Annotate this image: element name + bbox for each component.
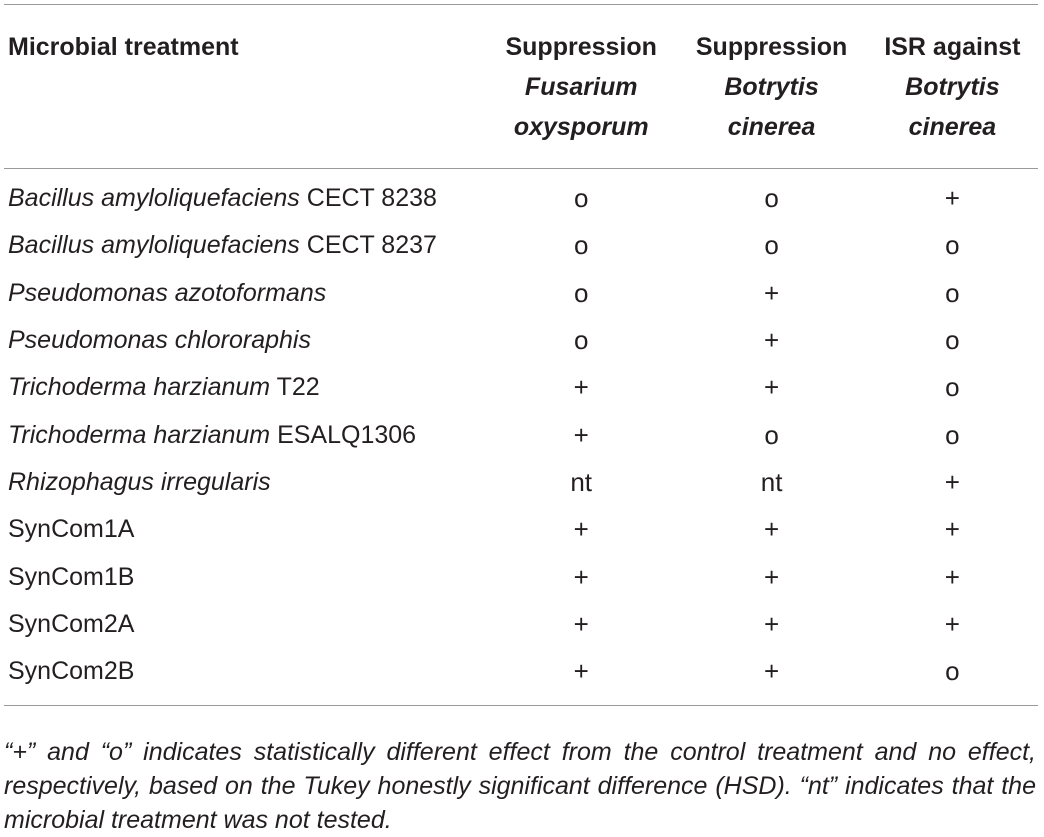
treatment-species: Trichoderma harzianum [8,373,271,402]
isr-botrytis-value: o [945,325,960,356]
fusarium-suppression-value: nt [570,466,593,497]
table-row: Bacillus amyloliquefaciens CECT 8238 o o… [4,169,1038,223]
header-suppression-fusarium-line2: Fusarium [524,73,638,101]
treatment-strain: SynCom1A [8,515,135,544]
treatment-strain: SynCom1B [8,562,135,591]
isr-botrytis-value: + [944,466,960,497]
botrytis-suppression-value: + [763,277,780,308]
header-suppression-fusarium: Suppression Fusarium oxysporum [486,5,676,169]
header-isr-botrytis: ISR against Botrytis cinerea [867,5,1038,169]
treatment-cell: Trichoderma harzianum ESALQ1306 [4,411,486,458]
isr-botrytis-value: o [945,230,960,261]
header-suppression-botrytis-line3: cinerea [727,113,816,141]
header-suppression-fusarium-line1: Suppression [505,33,657,61]
table-row: SynCom2A + + + [4,601,1038,648]
table-row: SynCom2B + + o [4,647,1038,707]
header-microbial-treatment: Microbial treatment [8,33,239,61]
isr-botrytis-value: + [944,183,960,214]
treatment-strain: SynCom2A [8,609,135,638]
treatment-species: Trichoderma harzianum [8,420,271,449]
treatment-cell: SynCom2B [4,647,486,707]
fusarium-suppression-value: + [573,561,589,592]
table-row: Pseudomonas azotoformans o + o [4,270,1038,317]
isr-botrytis-value: o [866,647,1038,707]
fusarium-suppression-value: o [573,183,589,214]
isr-botrytis-value: + [944,514,960,545]
treatment-species: Pseudomonas chlororaphis [8,326,311,355]
microbial-treatment-table: Microbial treatment Suppression Fusarium… [4,4,1038,707]
table-header: Microbial treatment Suppression Fusarium… [4,4,1038,169]
treatment-cell: SynCom1B [4,553,486,600]
botrytis-suppression-value: o [764,183,779,214]
table-body: Bacillus amyloliquefaciens CECT 8238 o o… [4,169,1038,707]
header-isr-botrytis-line2: Botrytis [905,73,1000,101]
table-row: SynCom1B + + + [4,553,1038,600]
treatment-cell: Rhizophagus irregularis [4,459,486,506]
header-suppression-botrytis: Suppression Botrytis cinerea [676,5,866,169]
table-footnote: “+” and “o” indicates statistically diff… [4,738,1036,834]
botrytis-suppression-value: + [763,608,780,639]
fusarium-suppression-value: + [486,647,677,707]
botrytis-suppression-value: + [763,514,780,545]
treatment-strain: CECT 8238 [299,184,437,213]
botrytis-suppression-value: o [764,419,779,450]
treatment-species: Bacillus amyloliquefaciens [8,231,300,260]
fusarium-suppression-value: + [573,608,589,639]
isr-botrytis-value: + [944,608,960,639]
treatment-cell: SynCom1A [4,506,486,553]
treatment-cell: Bacillus amyloliquefaciens CECT 8238 [4,169,486,223]
header-isr-botrytis-line1: ISR against [884,33,1021,61]
treatment-cell: Bacillus amyloliquefaciens CECT 8237 [4,222,486,269]
header-suppression-botrytis-line2: Botrytis [724,73,819,101]
header-suppression-fusarium-line3: oxysporum [513,113,649,141]
fusarium-suppression-value: o [573,277,589,308]
botrytis-suppression-value: o [764,230,779,261]
isr-botrytis-value: o [945,419,960,450]
table-row: Pseudomonas chlororaphis o + o [4,317,1038,364]
treatment-strain: T22 [270,373,320,402]
header-row: Microbial treatment Suppression Fusarium… [4,4,1038,169]
fusarium-suppression-value: o [573,325,589,356]
fusarium-suppression-value: + [573,419,589,450]
header-suppression-botrytis-line1: Suppression [695,33,848,61]
botrytis-suppression-value: + [763,561,780,592]
header-isr-botrytis-line3: cinerea [908,113,997,141]
treatment-cell: Pseudomonas azotoformans [4,270,486,317]
isr-botrytis-value: o [945,372,960,403]
fusarium-suppression-value: + [573,514,589,545]
results-table-container: Microbial treatment Suppression Fusarium… [4,4,1038,707]
fusarium-suppression-value: o [573,230,589,261]
botrytis-suppression-value: + [763,325,780,356]
isr-botrytis-value: + [944,561,960,592]
botrytis-suppression-value: + [676,647,867,707]
table-row: Trichoderma harzianum ESALQ1306 + o o [4,411,1038,458]
treatment-species: Pseudomonas azotoformans [8,278,327,307]
treatment-cell: Pseudomonas chlororaphis [4,317,486,364]
table-row: Bacillus amyloliquefaciens CECT 8237 o o… [4,222,1038,269]
treatment-strain: SynCom2B [8,657,135,686]
treatment-cell: SynCom2A [4,601,486,648]
table-row: Rhizophagus irregularis nt nt + [4,459,1038,506]
treatment-strain: CECT 8237 [299,231,437,260]
treatment-cell: Trichoderma harzianum T22 [4,364,486,411]
isr-botrytis-value: o [945,277,960,308]
treatment-species: Bacillus amyloliquefaciens [8,184,300,213]
botrytis-suppression-value: nt [760,466,783,497]
treatment-species: Rhizophagus irregularis [8,467,271,496]
fusarium-suppression-value: + [573,372,589,403]
treatment-strain: ESALQ1306 [270,420,417,449]
botrytis-suppression-value: + [763,372,780,403]
table-row: Trichoderma harzianum T22 + + o [4,364,1038,411]
table-row: SynCom1A + + + [4,506,1038,553]
